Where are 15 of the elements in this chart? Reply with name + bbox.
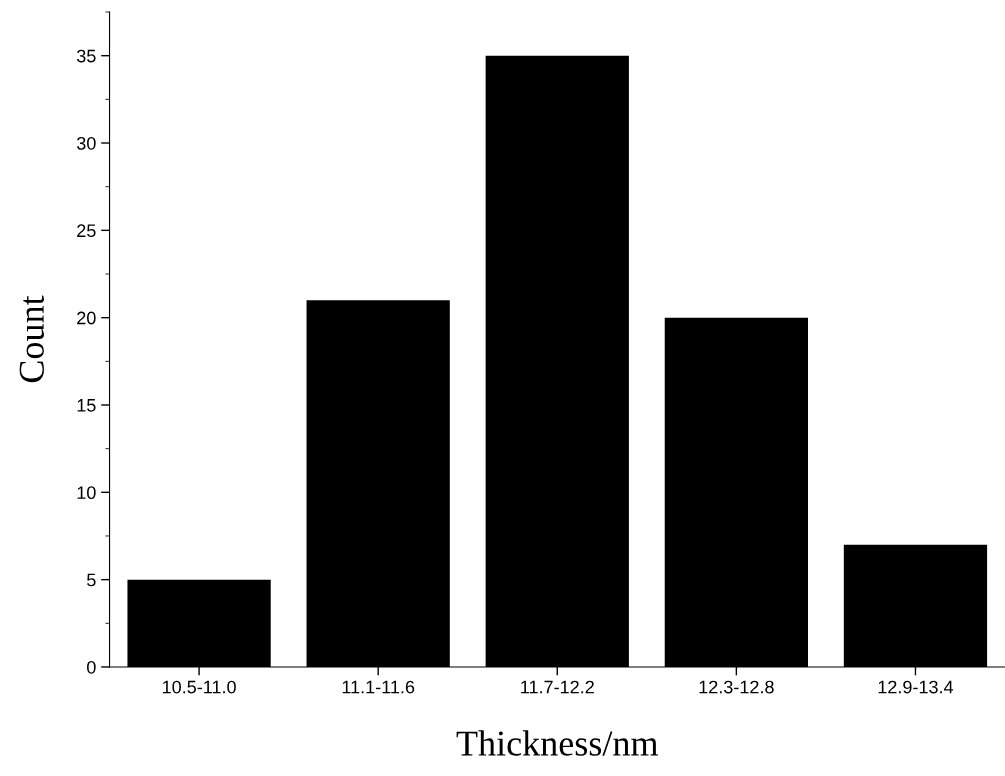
y-tick-label: 20 [77, 311, 96, 325]
x-tick-label: 10.5-11.0 [162, 680, 236, 694]
x-tick-label: 12.9-13.4 [878, 680, 954, 694]
y-tick-label: 10 [77, 486, 96, 500]
y-tick-label: 30 [76, 136, 96, 150]
y-tick-label: 25 [77, 224, 96, 238]
y-tick-label: 5 [87, 573, 96, 587]
x-tick-label: 11.1-11.6 [342, 680, 415, 694]
x-tick-label: 12.3-12.8 [699, 680, 774, 694]
y-tick-label: 15 [77, 399, 96, 412]
x-tick-label: 11.7-12.2 [521, 680, 594, 694]
y-axis-title: Count [19, 295, 44, 383]
x-axis-title: Thickness/nm [456, 730, 658, 756]
y-tick-label: 35 [76, 49, 96, 63]
y-tick-label: 0 [87, 660, 96, 674]
